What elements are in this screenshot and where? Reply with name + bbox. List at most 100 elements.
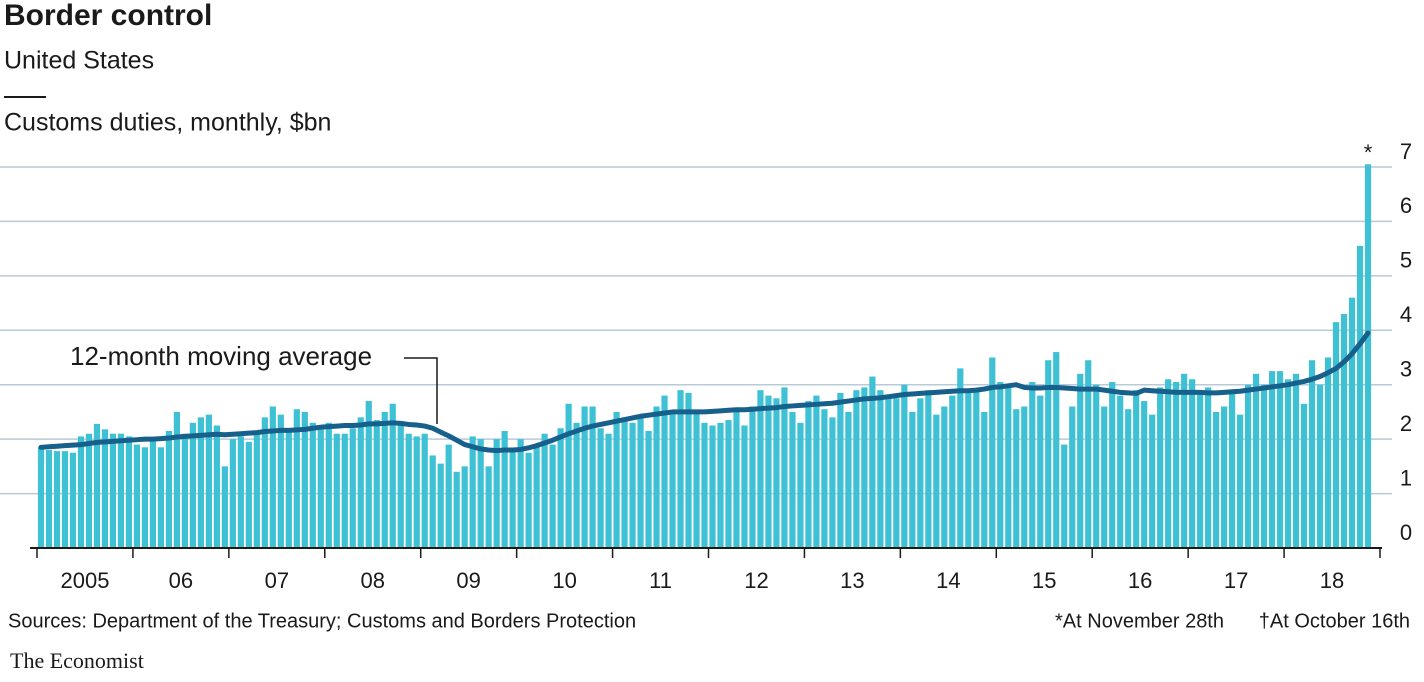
bar — [917, 398, 924, 548]
bar — [101, 429, 109, 548]
bar — [245, 441, 252, 548]
bar — [997, 381, 1004, 548]
bar — [133, 444, 141, 548]
bar — [1013, 409, 1020, 548]
bar — [517, 439, 524, 548]
bar — [821, 409, 828, 548]
bar — [685, 392, 692, 548]
bar — [1045, 360, 1052, 548]
bar — [389, 403, 396, 548]
bar-note: * — [1364, 140, 1373, 165]
bar — [1125, 409, 1132, 548]
bar — [477, 439, 484, 548]
footnote: *At November 28th — [1055, 610, 1224, 632]
bar — [781, 387, 788, 548]
bar — [117, 433, 125, 548]
bar — [845, 411, 852, 548]
bar — [1037, 395, 1044, 548]
bar — [325, 422, 332, 548]
bar — [909, 411, 916, 548]
bar — [1085, 360, 1092, 548]
bar — [717, 422, 724, 548]
bar — [1173, 381, 1180, 548]
bar — [533, 444, 540, 548]
bar — [1133, 390, 1140, 548]
bar — [373, 420, 380, 548]
bar — [861, 387, 868, 548]
bar — [749, 406, 756, 548]
bar — [429, 455, 436, 548]
bar — [661, 395, 668, 548]
x-tick-label: 13 — [840, 568, 864, 593]
bar — [677, 390, 684, 548]
bar — [853, 390, 860, 548]
bar — [893, 398, 900, 548]
bar — [773, 398, 780, 548]
bar — [1157, 387, 1164, 548]
bar — [933, 414, 940, 548]
bar — [453, 471, 460, 548]
bar — [669, 411, 676, 548]
bar — [1356, 245, 1364, 548]
bar — [613, 411, 620, 548]
bar — [1237, 414, 1244, 548]
x-tick-label: 07 — [265, 568, 289, 593]
bar — [949, 395, 956, 548]
bar — [725, 420, 732, 548]
bar — [621, 417, 628, 548]
bar — [965, 390, 972, 548]
bar — [901, 384, 908, 548]
bar — [565, 403, 572, 548]
bar — [1109, 381, 1116, 548]
bar — [981, 411, 988, 548]
x-tick-label: 16 — [1128, 568, 1152, 593]
bar — [277, 414, 284, 548]
bar — [53, 451, 61, 548]
footnote: †At October 16th — [1259, 610, 1410, 632]
bar — [301, 411, 308, 548]
bar — [653, 406, 660, 548]
y-tick-label: 6 — [1400, 193, 1412, 218]
bar — [1093, 384, 1100, 548]
bar — [461, 466, 468, 548]
bar — [181, 433, 188, 548]
bar — [1260, 384, 1268, 548]
bar — [1117, 395, 1124, 548]
bar — [85, 433, 93, 548]
bar — [1300, 403, 1308, 548]
bar — [541, 433, 548, 548]
bar — [693, 411, 700, 548]
bar — [221, 466, 228, 548]
bar — [37, 447, 45, 548]
y-tick-label: 2 — [1400, 411, 1412, 436]
bar — [501, 430, 508, 548]
bar — [1332, 322, 1340, 548]
y-axis-label: Customs duties, monthly, $bn — [4, 109, 331, 137]
bar — [925, 390, 932, 548]
bar — [813, 395, 820, 548]
bar — [637, 414, 644, 548]
y-tick-label: 1 — [1400, 465, 1412, 490]
bar — [309, 422, 316, 548]
bar — [629, 422, 636, 548]
y-tick-label: 3 — [1400, 357, 1412, 382]
bar — [837, 392, 844, 548]
bar — [1284, 379, 1292, 548]
x-tick-label: 08 — [361, 568, 385, 593]
bar — [1221, 406, 1228, 548]
y-tick-label: 7 — [1400, 139, 1412, 164]
bar — [1276, 371, 1284, 548]
bar — [1252, 373, 1260, 548]
bar — [805, 401, 812, 548]
bar — [1053, 352, 1060, 548]
bar — [797, 422, 804, 548]
x-tick-label: 15 — [1032, 568, 1056, 593]
bar — [741, 425, 748, 548]
bar — [757, 390, 764, 548]
bar — [1149, 414, 1156, 548]
bar — [269, 406, 276, 548]
bar — [1229, 390, 1236, 548]
bar — [1069, 406, 1076, 548]
